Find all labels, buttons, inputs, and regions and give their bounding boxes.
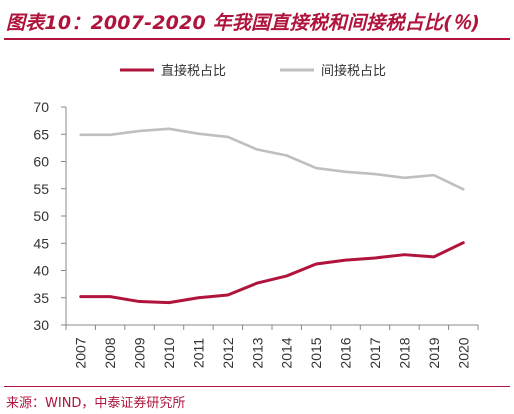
title-divider bbox=[4, 38, 510, 40]
chart-title: 图表10：2007-2020 年我国直接税和间接税占比(％) bbox=[6, 12, 481, 34]
x-tick-label: 2010 bbox=[161, 337, 177, 368]
x-tick-label: 2014 bbox=[279, 337, 295, 368]
series-lines bbox=[79, 127, 465, 305]
x-tick-label: 2013 bbox=[249, 337, 265, 368]
x-tick-label: 2016 bbox=[338, 337, 354, 368]
chart-legend: 直接税占比 间接税占比 bbox=[120, 63, 386, 79]
indirect-tax-line bbox=[79, 127, 465, 191]
x-tick-label: 2007 bbox=[73, 337, 89, 368]
source-divider bbox=[4, 386, 510, 387]
y-tick-label: 35 bbox=[33, 290, 49, 306]
x-tick-label: 2012 bbox=[220, 337, 236, 368]
x-tick-label: 2008 bbox=[102, 337, 118, 368]
x-tick-label: 2017 bbox=[367, 337, 383, 368]
y-tick-label: 40 bbox=[33, 263, 49, 279]
source-note: 来源：WIND，中泰证券研究所 bbox=[6, 396, 186, 411]
legend-indirect-label: 间接税占比 bbox=[321, 63, 386, 79]
y-tick-label: 65 bbox=[33, 126, 49, 142]
y-tick-label: 55 bbox=[33, 181, 49, 197]
x-tick-label: 2015 bbox=[308, 337, 324, 368]
x-tick-label: 2009 bbox=[132, 337, 148, 368]
y-tick-label: 70 bbox=[33, 99, 49, 115]
x-tick-label: 2011 bbox=[190, 338, 206, 368]
y-tick-label: 45 bbox=[33, 235, 49, 251]
legend-direct-label: 直接税占比 bbox=[161, 63, 226, 79]
x-tick-label: 2020 bbox=[455, 337, 471, 368]
y-tick-label: 60 bbox=[33, 154, 49, 170]
y-tick-label: 30 bbox=[33, 317, 49, 333]
x-tick-label: 2019 bbox=[426, 337, 442, 368]
direct-tax-line bbox=[79, 241, 465, 305]
y-axis: 30 35 40 45 50 55 60 65 70 bbox=[33, 99, 67, 333]
y-tick-label: 50 bbox=[33, 208, 49, 224]
x-tick-label: 2018 bbox=[396, 337, 412, 368]
x-axis: 2007 2008 2009 2010 2011 2012 2013 2014 2015 2016… bbox=[65, 324, 479, 369]
